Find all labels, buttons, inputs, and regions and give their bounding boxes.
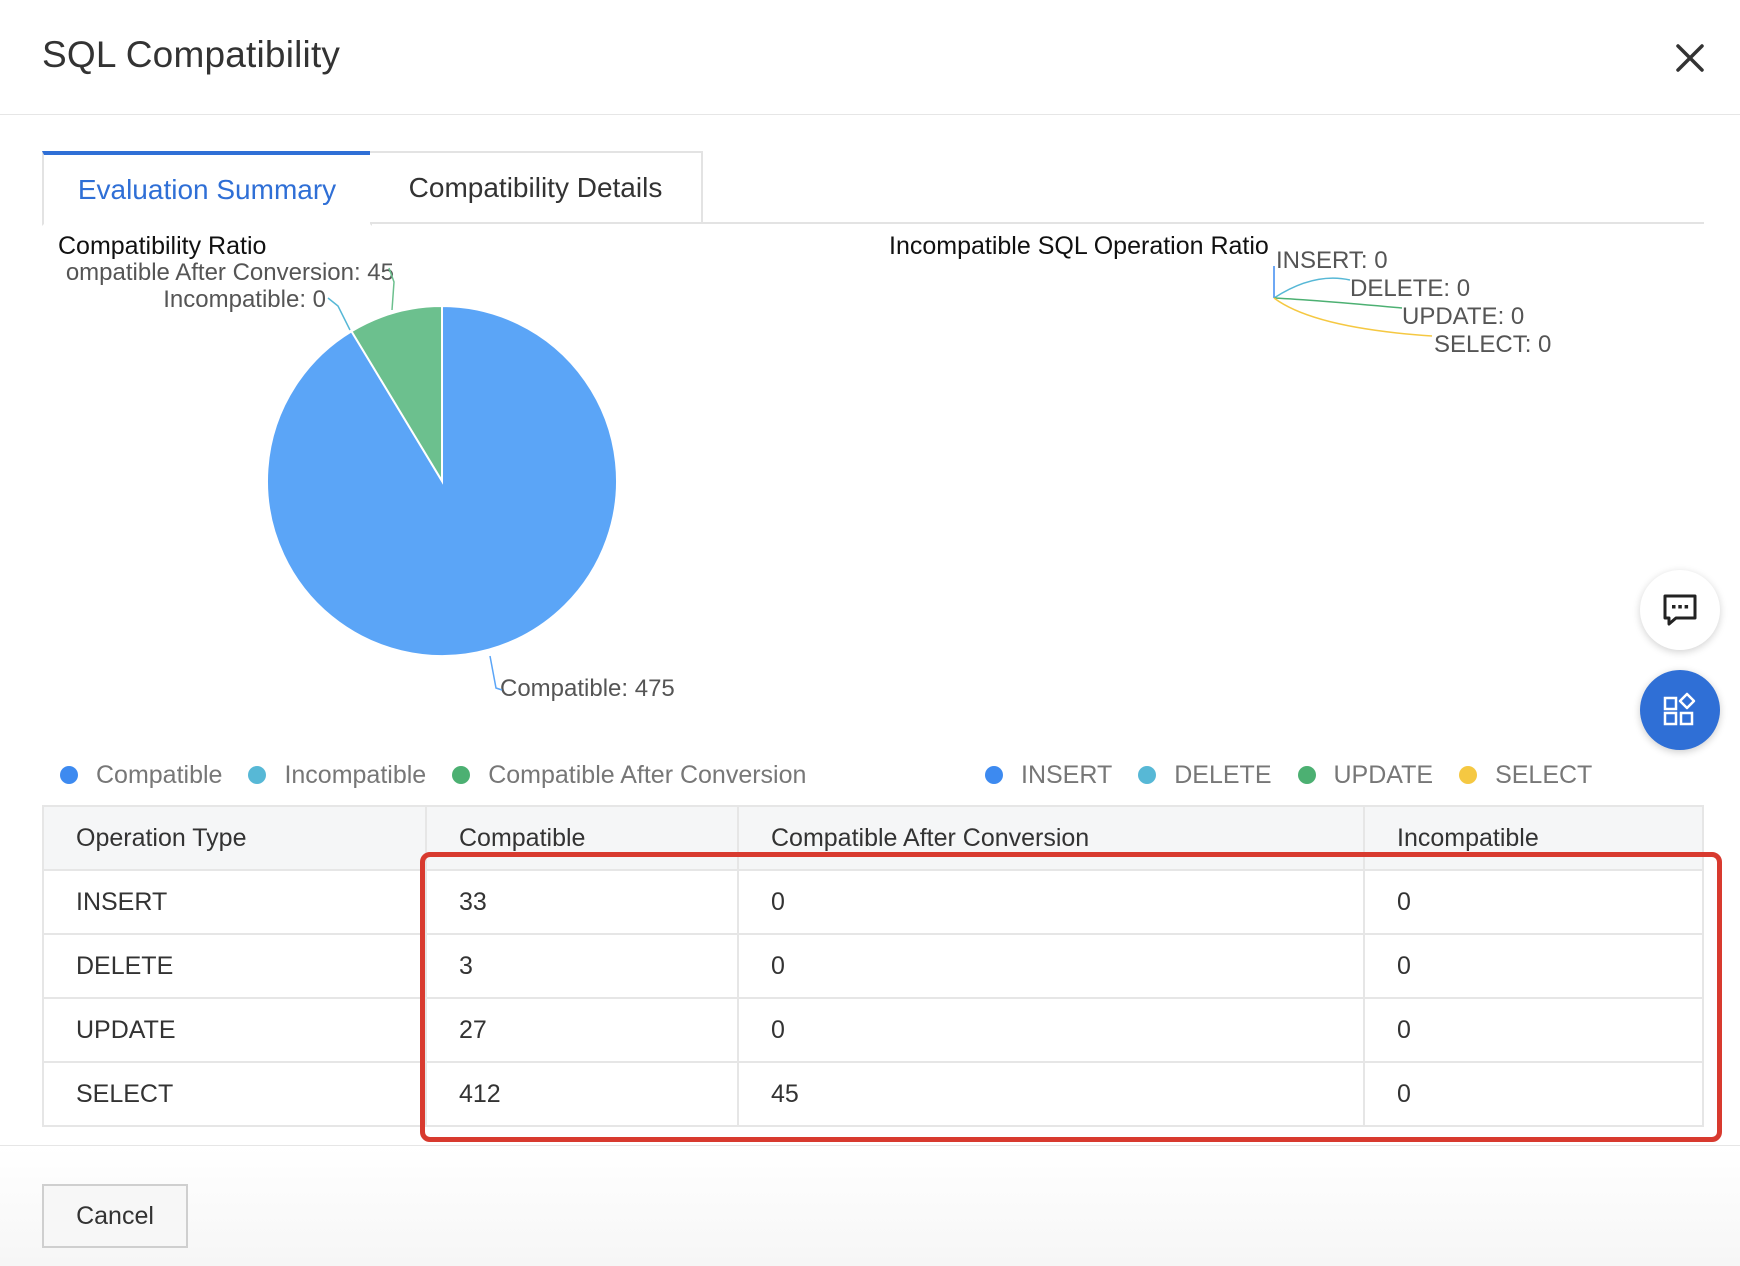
table-row: SELECT 412 45 0 [42, 1061, 1704, 1127]
data-label-insert: INSERT: 0 [1276, 247, 1388, 274]
legend-dot [1297, 766, 1316, 784]
dialog-footer: Cancel [0, 1145, 1740, 1266]
chart-title-compatibility-ratio: Compatibility Ratio [58, 232, 266, 260]
table-row: DELETE 3 0 0 [42, 933, 1704, 999]
legend-dot [452, 766, 471, 784]
tab-compatibility-details[interactable]: Compatibility Details [370, 151, 703, 224]
legend-item-insert[interactable]: INSERT [985, 761, 1112, 790]
data-label-update: UPDATE: 0 [1402, 303, 1524, 330]
cell-operation-type: SELECT [42, 1061, 427, 1127]
table-row: INSERT 33 0 0 [42, 869, 1704, 935]
legend-item-incompatible[interactable]: Incompatible [248, 761, 426, 790]
data-label-delete: DELETE: 0 [1350, 275, 1470, 302]
charts-svg: Compatibility Ratio ompatible After Conv… [58, 232, 1551, 702]
tab-evaluation-summary[interactable]: Evaluation Summary [42, 151, 372, 226]
cell-compatible-after-conversion: 0 [737, 997, 1365, 1063]
legend-dot [248, 766, 267, 784]
legend-compatibility: Compatible Incompatible Compatible After… [60, 760, 832, 790]
legend-item-compatible[interactable]: Compatible [60, 761, 222, 790]
leader-line-update [1273, 297, 1403, 309]
charts-area: Compatibility Ratio ompatible After Conv… [0, 224, 1740, 789]
legend-label: DELETE [1174, 760, 1272, 789]
legend-label: Incompatible [284, 760, 427, 789]
table-header-row: Operation Type Compatible Compatible Aft… [42, 805, 1704, 871]
legend-label: INSERT [1021, 760, 1113, 789]
cell-incompatible: 0 [1363, 869, 1704, 935]
legend-dot [60, 766, 78, 784]
leader-line-compatible [489, 655, 503, 691]
dialog-title: SQL Compatibility [42, 34, 341, 75]
legend-label: Compatible [96, 760, 223, 789]
cell-operation-type: UPDATE [42, 997, 427, 1063]
compatibility-pie: ompatible After Conversion: 45Incompatib… [66, 259, 675, 702]
table-row: UPDATE 27 0 0 [42, 997, 1704, 1063]
cell-compatible: 33 [425, 869, 739, 935]
pie-slice-compatible-after-conversion[interactable] [350, 304, 443, 485]
dialog-header: SQL Compatibility [0, 0, 1740, 115]
cell-compatible-after-conversion: 0 [737, 869, 1365, 935]
data-label-compatible-after-conversion: ompatible After Conversion: 45 [66, 259, 394, 286]
legend-dot [1138, 766, 1157, 784]
cell-incompatible: 0 [1363, 1061, 1704, 1127]
legend-label: UPDATE [1333, 760, 1434, 789]
data-label-select: SELECT: 0 [1434, 331, 1551, 358]
legend-label: Compatible After Conversion [488, 760, 807, 789]
column-header-compatible: Compatible [425, 805, 739, 871]
column-header-incompatible: Incompatible [1363, 805, 1704, 871]
legend-item-select[interactable]: SELECT [1459, 761, 1592, 790]
legend-label: SELECT [1495, 760, 1593, 789]
cell-incompatible: 0 [1363, 997, 1704, 1063]
apps-icon[interactable] [1640, 670, 1720, 750]
leader-line-delete [1273, 277, 1351, 299]
cell-operation-type: INSERT [42, 869, 427, 935]
close-icon[interactable] [1670, 38, 1710, 78]
leader-line-compatible-after-conversion [388, 267, 395, 311]
legend-operations: INSERT DELETE UPDATE SELECT [985, 760, 1618, 790]
cell-operation-type: DELETE [42, 933, 427, 999]
legend-item-compatible-after-conversion[interactable]: Compatible After Conversion [452, 761, 806, 790]
cell-compatible: 412 [425, 1061, 739, 1127]
tab-bar: Evaluation Summary Compatibility Details [42, 151, 1704, 226]
cell-compatible-after-conversion: 0 [737, 933, 1365, 999]
data-label-incompatible: Incompatible: 0 [163, 286, 326, 313]
leader-line-select [1273, 297, 1433, 337]
column-header-compatible-after-conversion: Compatible After Conversion [737, 805, 1365, 871]
cell-compatible: 3 [425, 933, 739, 999]
column-header-operation-type: Operation Type [42, 805, 427, 871]
legend-dot [1459, 766, 1478, 784]
legend-item-delete[interactable]: DELETE [1138, 760, 1272, 790]
chart-title-incompatible-operation-ratio: Incompatible SQL Operation Ratio [889, 232, 1269, 260]
data-label-compatible: Compatible: 475 [500, 675, 675, 702]
cell-compatible-after-conversion: 45 [737, 1061, 1365, 1127]
cancel-button[interactable]: Cancel [42, 1184, 188, 1248]
compatibility-table: Operation Type Compatible Compatible Aft… [42, 805, 1704, 1127]
leader-line-incompatible [327, 297, 351, 331]
cell-incompatible: 0 [1363, 933, 1704, 999]
legend-dot [985, 766, 1003, 784]
cell-compatible: 27 [425, 997, 739, 1063]
chat-icon[interactable] [1640, 570, 1720, 650]
legend-item-update[interactable]: UPDATE [1297, 760, 1434, 790]
